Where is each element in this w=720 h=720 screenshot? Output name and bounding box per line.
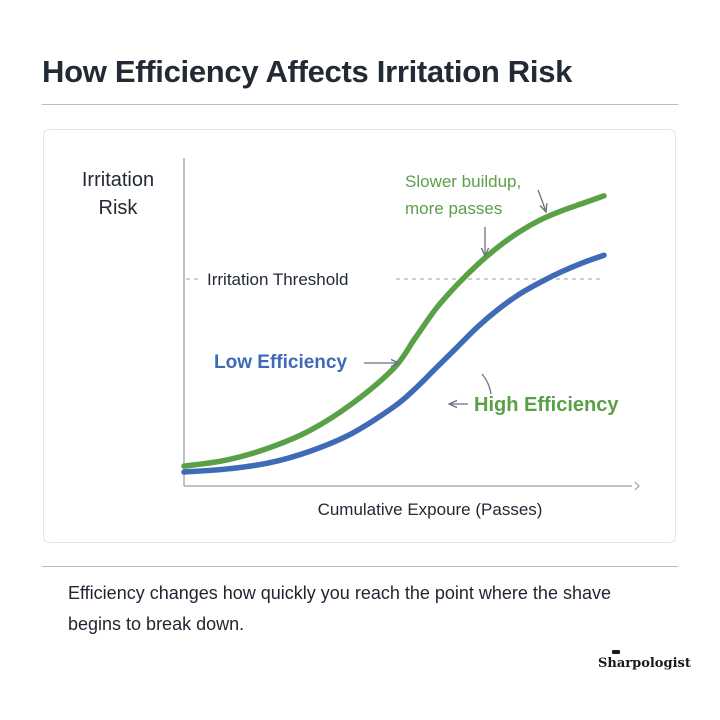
title-divider bbox=[42, 104, 678, 105]
caption-divider bbox=[42, 566, 678, 567]
efficiency-chart: Irritation Risk Cumulative Expoure (Passes… bbox=[82, 158, 640, 519]
annotation-slower-buildup: Slower buildup, more passes bbox=[405, 172, 521, 218]
high-efficiency-pointer bbox=[481, 373, 492, 395]
legend-label-high-efficiency: High Efficiency bbox=[474, 394, 619, 416]
caption-text: Efficiency changes how quickly you reach… bbox=[68, 583, 611, 634]
annotation-arrow-curve bbox=[537, 189, 546, 212]
x-axis-arrow-icon bbox=[634, 481, 640, 491]
chart-card: Irritation Risk Cumulative Expoure (Passes… bbox=[43, 129, 676, 543]
brand-mark bbox=[612, 650, 620, 654]
threshold-label: Irritation Threshold bbox=[207, 270, 348, 289]
page-title: How Efficiency Affects Irritation Risk bbox=[42, 54, 573, 89]
y-axis-label: Irritation Risk bbox=[82, 169, 154, 219]
x-axis-label: Cumulative Expoure (Passes) bbox=[318, 500, 543, 519]
brand-logo: Sharpologist bbox=[598, 656, 691, 671]
series-line-high-efficiency bbox=[181, 252, 607, 475]
series-line-low-efficiency bbox=[181, 193, 607, 469]
legend-label-low-efficiency: Low Efficiency bbox=[214, 352, 347, 373]
